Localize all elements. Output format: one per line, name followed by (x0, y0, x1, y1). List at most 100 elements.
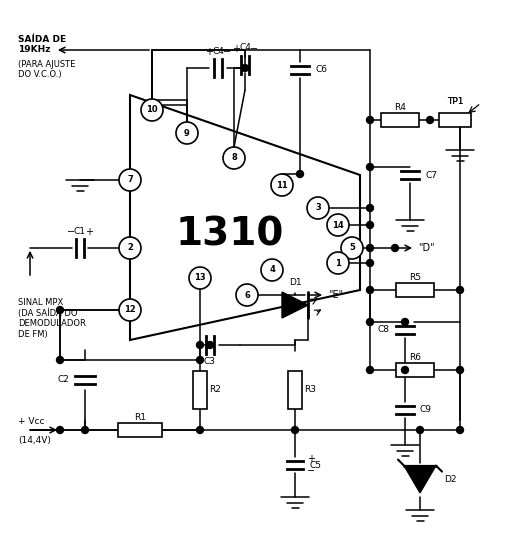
Text: 2: 2 (127, 243, 133, 252)
Circle shape (367, 318, 373, 325)
Text: 8: 8 (231, 154, 237, 163)
Circle shape (119, 169, 141, 191)
Circle shape (327, 252, 349, 274)
Circle shape (119, 299, 141, 321)
Text: −: − (250, 44, 258, 54)
Circle shape (392, 244, 398, 251)
Text: R5: R5 (409, 273, 421, 282)
Text: 11: 11 (276, 180, 288, 190)
Polygon shape (404, 466, 436, 493)
Text: D1: D1 (289, 278, 301, 287)
Circle shape (197, 426, 203, 433)
Text: TP1: TP1 (447, 97, 463, 106)
Text: C1: C1 (74, 227, 86, 236)
Text: +: + (205, 47, 213, 57)
Text: 9: 9 (184, 128, 190, 137)
Circle shape (367, 287, 373, 294)
Circle shape (401, 318, 409, 325)
Circle shape (57, 426, 63, 433)
Bar (381, 113, 419, 127)
Circle shape (223, 147, 245, 169)
Text: 1: 1 (335, 258, 341, 267)
Text: C7: C7 (425, 171, 437, 179)
Circle shape (367, 244, 373, 251)
Circle shape (189, 267, 211, 289)
Text: 12: 12 (124, 306, 136, 315)
Text: −: − (307, 466, 315, 476)
Bar (118, 423, 162, 437)
Circle shape (457, 287, 463, 294)
Text: −: − (67, 227, 75, 237)
Circle shape (367, 117, 373, 124)
Circle shape (341, 237, 363, 259)
Bar (396, 363, 434, 377)
Text: R3: R3 (304, 386, 316, 395)
Circle shape (197, 342, 203, 349)
Circle shape (457, 426, 463, 433)
Bar (396, 283, 434, 297)
Circle shape (296, 171, 304, 178)
Text: C6: C6 (315, 66, 327, 75)
Text: (PARA AJUSTE
DO V.C.O.): (PARA AJUSTE DO V.C.O.) (18, 60, 75, 79)
Text: 14: 14 (332, 221, 344, 229)
Text: C2: C2 (57, 375, 69, 384)
Circle shape (367, 259, 373, 266)
Text: C4: C4 (239, 43, 251, 53)
Bar (439, 113, 471, 127)
Text: 6: 6 (244, 291, 250, 300)
Circle shape (401, 366, 409, 374)
Circle shape (206, 342, 214, 349)
Circle shape (176, 122, 198, 144)
Text: 7: 7 (127, 176, 133, 185)
Circle shape (426, 117, 434, 124)
Circle shape (149, 101, 155, 108)
Text: SAÍDA DE
19KHz: SAÍDA DE 19KHz (18, 35, 66, 54)
Circle shape (141, 99, 163, 121)
Circle shape (82, 426, 88, 433)
Text: (14,4V): (14,4V) (18, 436, 51, 445)
Bar (288, 371, 302, 409)
Text: R6: R6 (409, 353, 421, 362)
Text: 13: 13 (194, 273, 206, 282)
Text: C3: C3 (204, 358, 216, 366)
Text: R4: R4 (394, 104, 406, 112)
Text: 5: 5 (349, 243, 355, 252)
Circle shape (241, 64, 249, 71)
Circle shape (457, 366, 463, 374)
Circle shape (261, 259, 283, 281)
Circle shape (57, 307, 63, 314)
Text: "E": "E" (328, 290, 343, 300)
Circle shape (271, 174, 293, 196)
Text: +: + (232, 44, 240, 54)
Text: + Vcc: + Vcc (18, 417, 45, 426)
Text: C8: C8 (378, 325, 390, 335)
Circle shape (307, 197, 329, 219)
Circle shape (292, 426, 298, 433)
Text: C4: C4 (212, 47, 224, 55)
Text: TP1: TP1 (447, 97, 463, 106)
Text: 4: 4 (269, 265, 275, 274)
Text: "D": "D" (418, 243, 435, 253)
Circle shape (236, 284, 258, 306)
Bar (193, 371, 207, 409)
Circle shape (367, 163, 373, 171)
Text: R2: R2 (209, 386, 221, 395)
Text: −: − (223, 47, 231, 57)
Polygon shape (282, 292, 308, 318)
Circle shape (367, 366, 373, 374)
Text: R1: R1 (134, 413, 146, 423)
Circle shape (367, 221, 373, 229)
Circle shape (367, 205, 373, 212)
Circle shape (119, 237, 141, 259)
Text: 1310: 1310 (176, 216, 284, 254)
Circle shape (327, 214, 349, 236)
Circle shape (197, 357, 203, 364)
Circle shape (417, 426, 423, 433)
Circle shape (57, 357, 63, 364)
Text: 3: 3 (315, 204, 321, 213)
Text: C9: C9 (420, 405, 432, 415)
Text: SINAL MPX
(DA SAÍDA DO
DEMODULADOR
DE FM): SINAL MPX (DA SAÍDA DO DEMODULADOR DE FM… (18, 298, 86, 339)
Text: 10: 10 (146, 105, 158, 114)
Text: +: + (85, 227, 93, 237)
Text: D2: D2 (444, 475, 457, 484)
